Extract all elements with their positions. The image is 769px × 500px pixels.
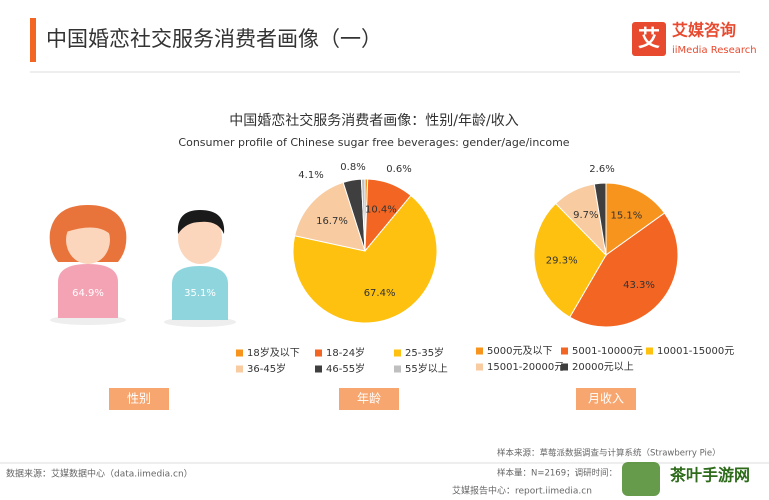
footer-source: 数据来源：艾媒数据中心（data.iimedia.cn） — [6, 468, 193, 480]
legend-swatch — [561, 363, 568, 371]
legend-label: 46-55岁 — [326, 362, 365, 375]
pie-slice — [294, 181, 366, 252]
slice-label: 9.7% — [573, 210, 598, 221]
pie-slice — [292, 194, 438, 324]
slice-label: 29.3% — [546, 255, 578, 266]
slice-label: 15.1% — [611, 210, 643, 221]
page-title: 中国婚恋社交服务消费者画像（一） — [46, 27, 382, 51]
legend-label: 18岁及以下 — [247, 346, 300, 359]
slice-label: 43.3% — [623, 280, 655, 291]
slice-label: 0.6% — [386, 164, 411, 175]
footer-sample-size: 样本量：N=2169；调研时间： — [497, 468, 617, 479]
legend-label: 5001-10000元 — [572, 346, 643, 357]
watermark-icon — [622, 462, 660, 496]
legend-swatch — [315, 349, 322, 357]
slice-label: 16.7% — [316, 216, 348, 227]
figure-value-label: 35.1% — [184, 288, 216, 299]
legend-label: 18-24岁 — [326, 346, 365, 359]
footer-sample-source: 样本来源：草莓派数据调查与计算系统（Strawberry Pie） — [497, 448, 721, 459]
female-body — [58, 264, 118, 318]
logo-icon: 艾 — [638, 27, 660, 52]
slice-label: 0.8% — [340, 162, 365, 173]
legend-swatch — [315, 365, 322, 373]
legend-swatch — [561, 347, 568, 355]
slice-label: 67.4% — [364, 288, 396, 299]
male-body — [172, 266, 228, 320]
legend-swatch — [476, 363, 483, 371]
legend-swatch — [476, 347, 483, 355]
legend-label: 36-45岁 — [247, 362, 286, 375]
pie-slice — [593, 182, 607, 256]
title-bar — [30, 18, 36, 62]
figure-value-label: 64.9% — [72, 288, 104, 299]
legend-label: 15001-20000元 — [487, 362, 564, 373]
slice-label: 2.6% — [589, 164, 614, 175]
section-label: 年龄 — [357, 392, 381, 406]
legend-swatch — [236, 365, 243, 373]
legend-label: 10001-15000元 — [657, 346, 734, 357]
footer-report: 艾媒报告中心：report.iimedia.cn — [452, 485, 592, 497]
legend-label: 25-35岁 — [405, 346, 444, 359]
section-button — [576, 388, 636, 410]
legend-swatch — [394, 365, 401, 373]
pie-slice — [569, 212, 679, 328]
pie-slice — [533, 202, 607, 318]
legend-swatch — [236, 349, 243, 357]
chart-subtitle: Consumer profile of Chinese sugar free b… — [178, 136, 569, 149]
legend-label: 20000元以上 — [572, 361, 634, 373]
section-button — [109, 388, 169, 410]
logo-cn: 艾媒咨询 — [672, 21, 736, 40]
slice-label: 4.1% — [298, 170, 323, 181]
chart-title: 中国婚恋社交服务消费者画像：性别/年龄/收入 — [229, 112, 518, 129]
section-label: 性别 — [127, 392, 151, 406]
slice-label: 10.4% — [365, 204, 397, 215]
section-button — [339, 388, 399, 410]
legend-swatch — [394, 349, 401, 357]
pie-slice — [605, 182, 666, 256]
pie-slice — [360, 178, 366, 252]
legend-label: 55岁以上 — [405, 362, 448, 375]
logo-icon-bg — [632, 22, 666, 56]
legend-swatch — [646, 347, 653, 355]
legend-label: 5000元及以下 — [487, 345, 552, 357]
watermark: 茶叶手游网 — [669, 466, 750, 485]
section-label: 月收入 — [588, 392, 624, 406]
logo-en: iiMedia Research — [672, 45, 757, 56]
